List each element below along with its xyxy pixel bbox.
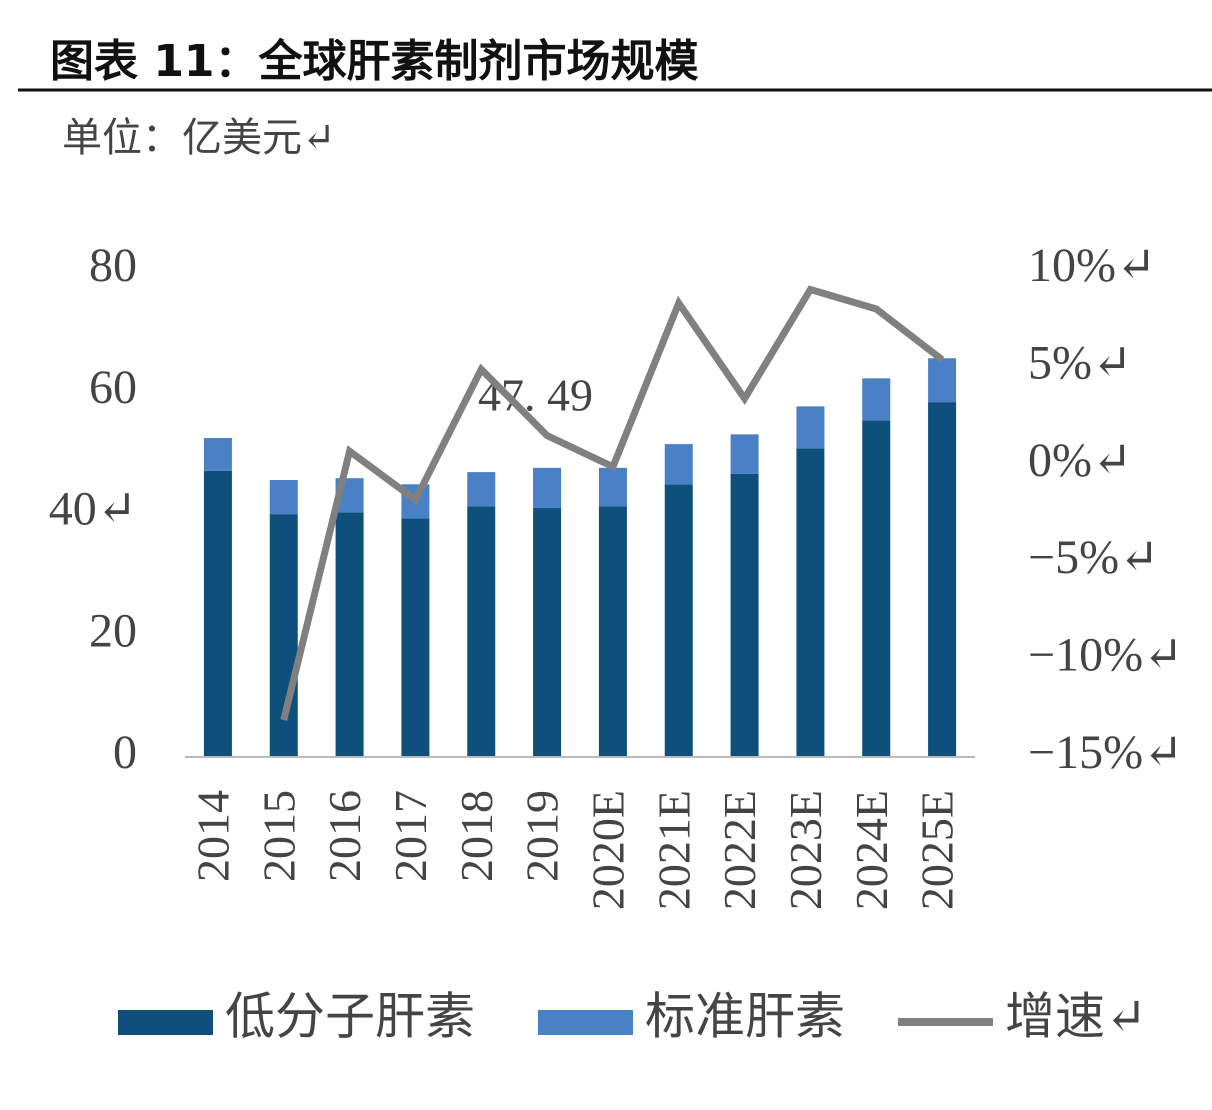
x-tick-label: 2024E xyxy=(846,790,897,910)
x-tick-label: 2015 xyxy=(253,790,304,882)
bar xyxy=(335,512,364,757)
x-tick-label: 2014 xyxy=(187,790,238,882)
bar xyxy=(533,508,562,757)
x-tick-label: 2021E xyxy=(648,790,699,910)
x-tick-label: 2025E xyxy=(912,790,963,910)
y-tick-label: 40↵ xyxy=(49,483,137,536)
legend-label: 增速↵ xyxy=(1005,988,1147,1044)
legend-swatch xyxy=(538,1010,633,1035)
y-tick-label: 60 xyxy=(89,361,137,414)
x-tick-label: 2023E xyxy=(780,790,831,910)
y2-tick-label: −15%↵ xyxy=(1028,726,1183,779)
bar xyxy=(796,448,825,757)
bar xyxy=(467,506,496,757)
x-tick-label: 2020E xyxy=(582,790,633,910)
bar xyxy=(796,406,825,449)
unit-label: 单位：亿美元↵ xyxy=(62,115,336,160)
bar xyxy=(664,444,693,485)
bar xyxy=(401,518,430,757)
bar xyxy=(203,470,232,757)
bar xyxy=(862,420,891,757)
bar xyxy=(467,472,496,507)
bar xyxy=(664,484,693,757)
legend-swatch xyxy=(118,1010,213,1035)
x-tick-label: 2019 xyxy=(517,790,568,882)
annotation: 47. 49 xyxy=(478,370,593,421)
y-tick-label: 20 xyxy=(89,604,137,657)
y2-tick-label: 10%↵ xyxy=(1028,239,1156,292)
bar xyxy=(730,434,759,474)
bar xyxy=(598,506,627,757)
x-tick-label: 2022E xyxy=(714,790,765,910)
y2-tick-label: −10%↵ xyxy=(1028,629,1183,682)
y-tick-label: 80 xyxy=(89,239,137,292)
chart-title: 图表 11：全球肝素制剂市场规模 xyxy=(50,36,699,87)
y2-tick-label: −5%↵ xyxy=(1028,531,1159,584)
bar xyxy=(730,473,759,757)
y-tick-label: 0 xyxy=(113,726,137,779)
legend-label: 低分子肝素 xyxy=(225,988,475,1044)
legend-label: 标准肝素 xyxy=(645,988,845,1044)
y2-tick-label: 5%↵ xyxy=(1028,336,1132,389)
bar xyxy=(269,480,298,515)
bar xyxy=(269,514,298,757)
y2-tick-label: 0%↵ xyxy=(1028,434,1132,487)
x-tick-label: 2017 xyxy=(385,790,436,882)
bar xyxy=(203,438,232,471)
bar xyxy=(928,358,957,403)
line xyxy=(280,285,945,721)
bar xyxy=(862,378,891,421)
bar xyxy=(598,467,627,507)
x-tick-label: 2018 xyxy=(451,790,502,882)
bar xyxy=(928,402,957,757)
x-tick-label: 2016 xyxy=(319,790,370,882)
bar xyxy=(533,467,562,509)
